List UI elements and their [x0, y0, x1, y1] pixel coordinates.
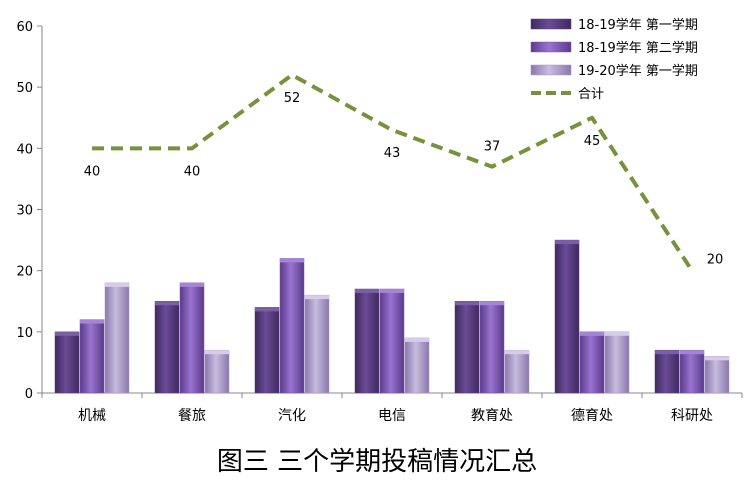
y-tick-label: 10: [16, 326, 33, 341]
total-line: [92, 72, 694, 272]
bar-top-highlight: [155, 301, 179, 306]
bar: [554, 239, 580, 394]
bar: [654, 349, 680, 394]
bar-top-highlight: [505, 350, 529, 355]
bar-top-highlight: [580, 331, 604, 336]
bar-top-highlight: [405, 337, 429, 342]
x-category-label: 德育处: [571, 408, 613, 424]
bar-top-highlight: [180, 282, 204, 287]
bar: [154, 301, 180, 394]
x-category-label: 电信: [378, 408, 406, 424]
total-data-label: 45: [584, 134, 601, 149]
bar: [604, 331, 630, 394]
bars-layer: [54, 239, 730, 394]
x-category-label: 汽化: [278, 408, 306, 424]
chart-title: 图三 三个学期投稿情况汇总: [217, 447, 537, 477]
bar-top-highlight: [55, 331, 79, 336]
legend-swatch: [530, 41, 572, 53]
bar-top-highlight: [380, 289, 404, 294]
bar: [279, 258, 305, 394]
y-tick-label: 0: [25, 387, 33, 402]
bar-top-highlight: [280, 258, 304, 263]
total-data-label: 43: [384, 146, 401, 161]
bar: [504, 349, 530, 394]
bar-top-highlight: [205, 350, 229, 355]
y-tick-label: 60: [16, 20, 33, 35]
y-tick-label: 30: [16, 204, 33, 219]
bar-top-highlight: [705, 356, 729, 361]
bar-top-highlight: [105, 282, 129, 287]
bar: [304, 294, 330, 394]
line-layer: 40 40 52 43 37 45 20: [84, 72, 724, 272]
total-data-label: 40: [84, 164, 101, 179]
x-category-label: 机械: [78, 408, 106, 424]
bar: [404, 337, 430, 394]
bar-top-highlight: [480, 301, 504, 306]
x-category-label: 教育处: [471, 408, 513, 424]
y-tick-label: 40: [16, 142, 33, 157]
bar: [179, 282, 205, 394]
x-category-label: 科研处: [671, 408, 713, 424]
bar-top-highlight: [305, 295, 329, 300]
axes: 0 10 20 30 40 50 60 机械 餐旅 汽化 电信 教育处 德育处 科研处: [16, 20, 743, 424]
legend-label: 合计: [578, 87, 604, 102]
total-data-label: 20: [707, 253, 724, 268]
bar: [204, 349, 230, 394]
total-data-label: 52: [284, 91, 301, 106]
bar-top-highlight: [655, 350, 679, 355]
bar: [479, 301, 505, 394]
bar-top-highlight: [605, 331, 629, 336]
bar: [454, 301, 480, 394]
bar: [254, 307, 280, 394]
y-tick-label: 20: [16, 265, 33, 280]
bar-top-highlight: [355, 289, 379, 294]
legend-swatch: [530, 18, 572, 30]
bar: [579, 331, 605, 394]
bar-top-highlight: [455, 301, 479, 306]
total-data-label: 40: [184, 164, 201, 179]
bar: [679, 349, 705, 394]
legend-label: 18-19学年 第二学期: [578, 40, 698, 56]
bar: [54, 331, 80, 394]
bar-top-highlight: [255, 307, 279, 312]
bar: [104, 282, 130, 394]
legend-swatch: [530, 64, 572, 76]
bar-top-highlight: [680, 350, 704, 355]
bar: [354, 288, 380, 394]
legend-label: 19-20学年 第一学期: [578, 63, 698, 79]
x-category-label: 餐旅: [178, 408, 206, 424]
y-tick-label: 50: [16, 81, 33, 96]
bar: [79, 319, 105, 394]
total-data-label: 37: [484, 140, 501, 155]
bar-top-highlight: [555, 240, 579, 245]
bar: [704, 356, 730, 394]
legend-label: 18-19学年 第一学期: [578, 17, 698, 33]
bar: [379, 288, 405, 394]
bar-top-highlight: [80, 319, 104, 324]
